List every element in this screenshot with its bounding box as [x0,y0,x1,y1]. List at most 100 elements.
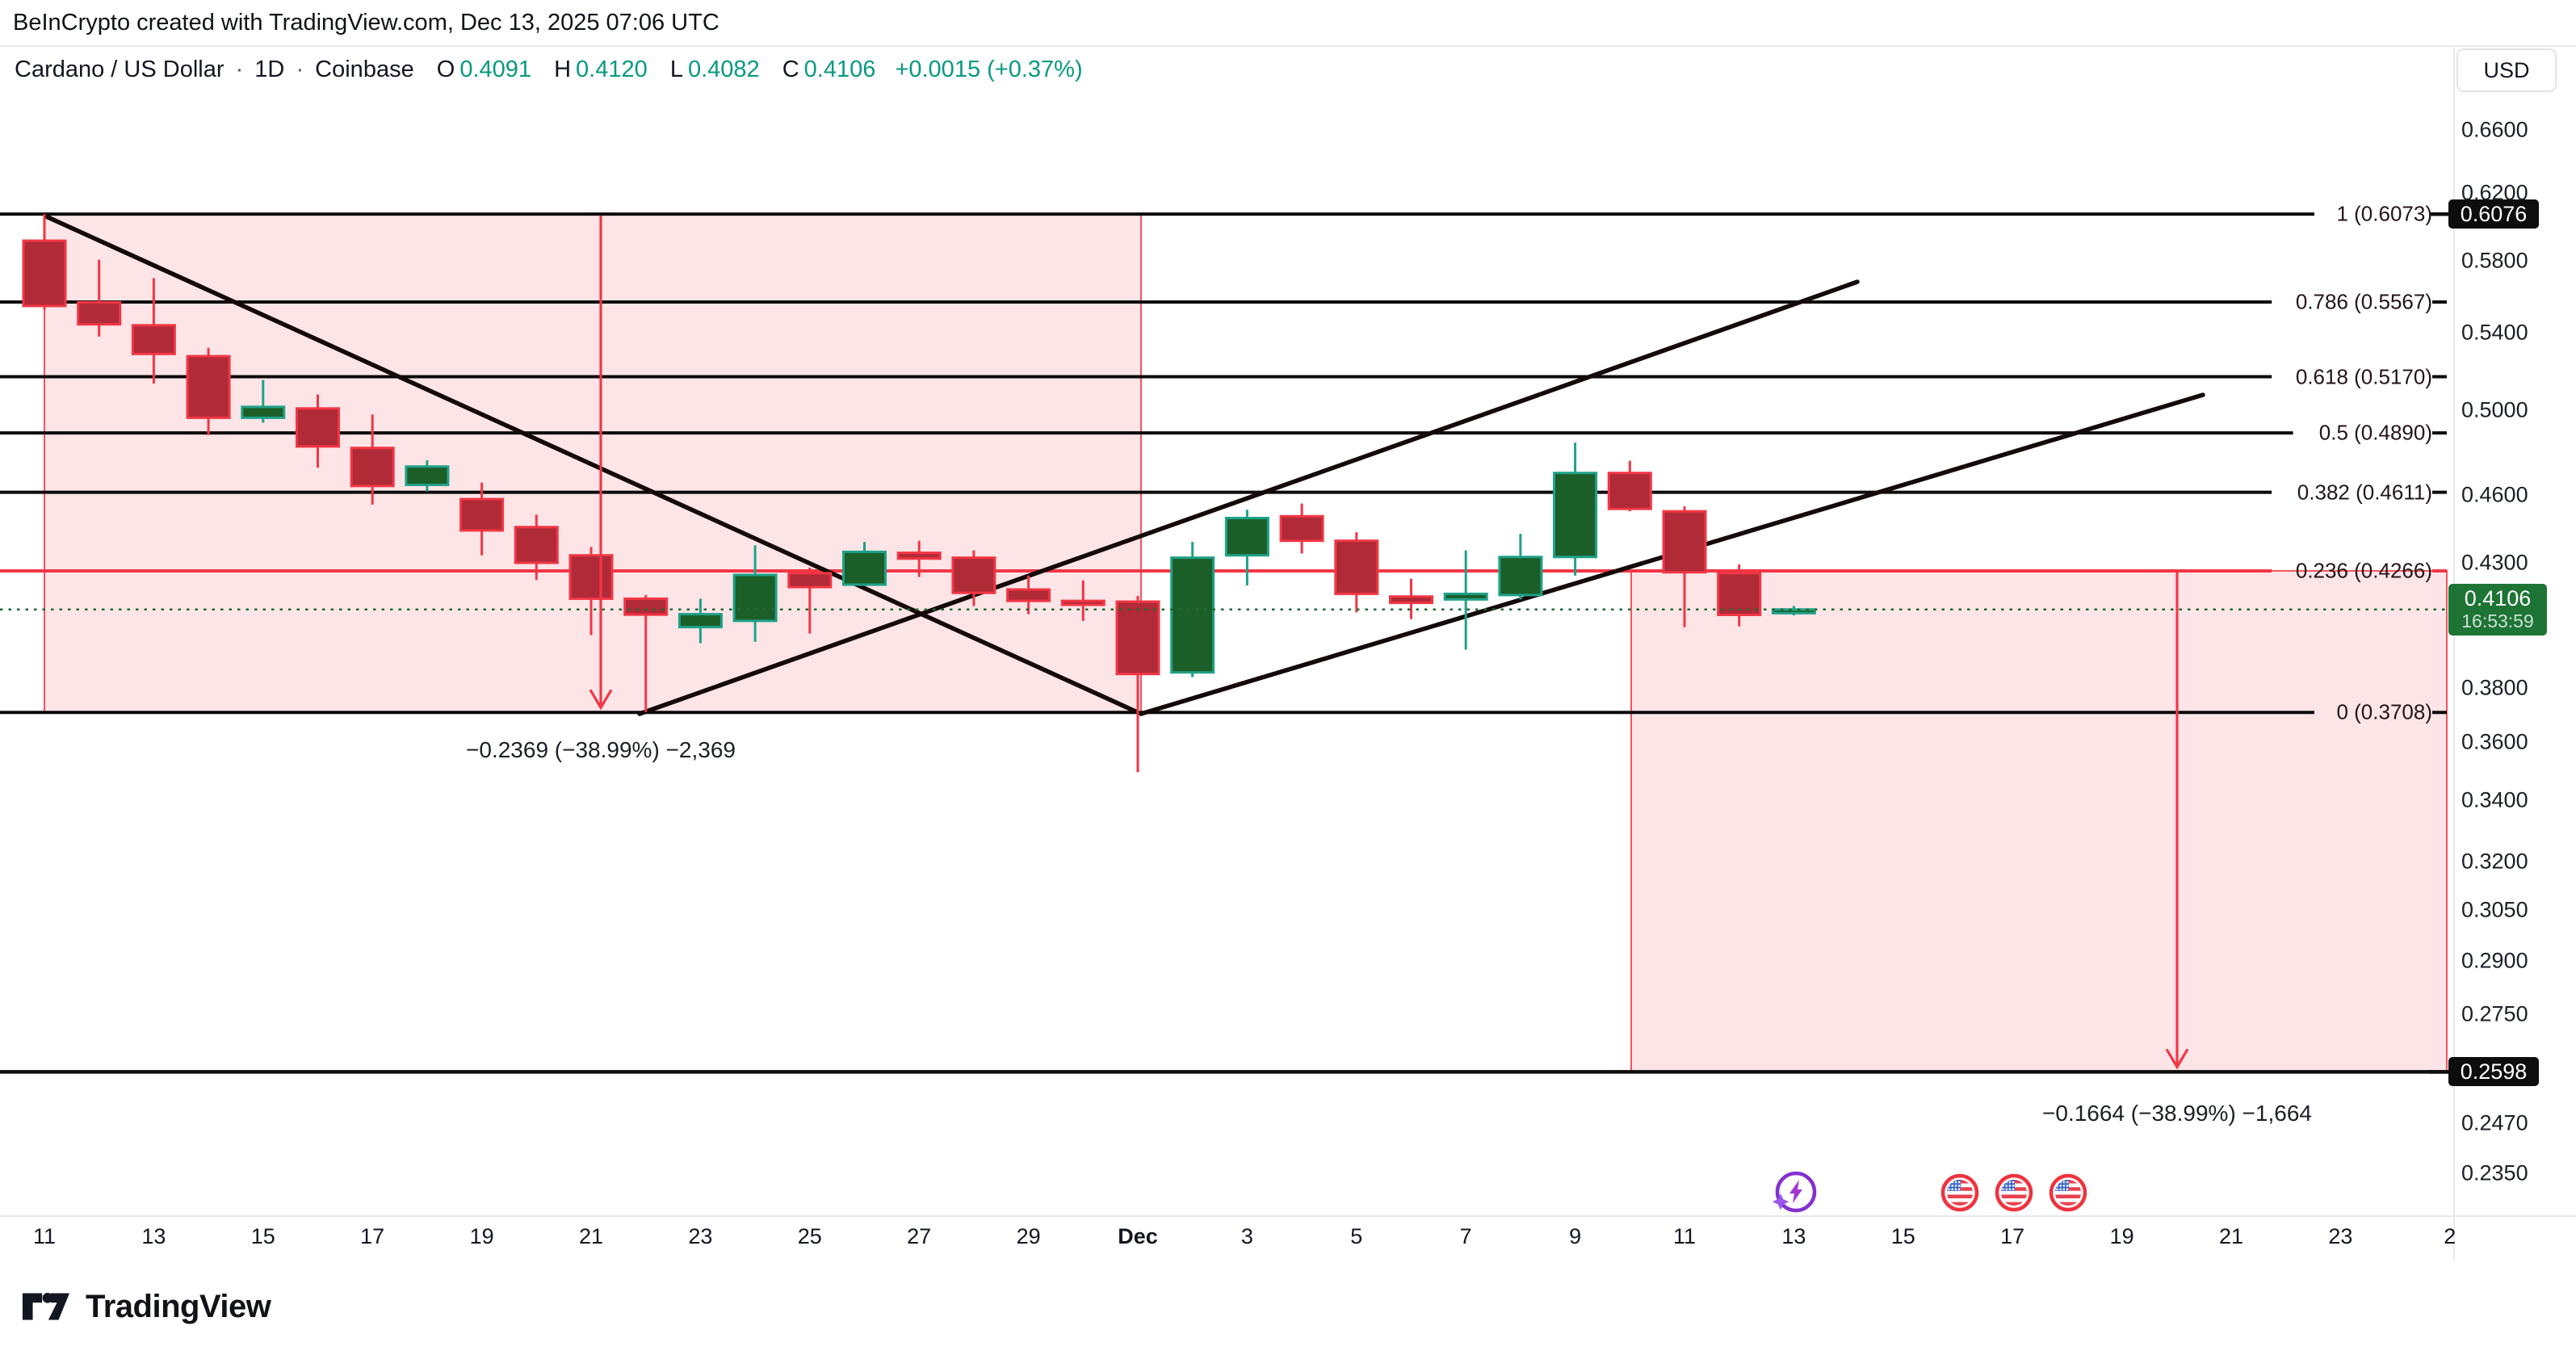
time-tick-label: 19 [2109,1224,2134,1248]
candle [350,414,395,505]
high-label: H [554,57,572,82]
candle [1334,532,1379,613]
symbol-title[interactable]: Cardano / US Dollar [15,57,224,82]
low-label: L [669,57,683,82]
time-tick-label: 27 [907,1224,932,1248]
candle [405,459,450,492]
fib-high-price-badge: 0.6076 [2448,199,2539,229]
descending-trendline[interactable] [44,214,1143,716]
open-value: 0.4091 [459,57,532,82]
time-tick-label: 25 [797,1224,822,1248]
time-tick-label: 5 [1350,1224,1363,1248]
candle [1389,578,1433,619]
flash-event-icon[interactable] [1772,1171,1817,1213]
price-tick-label: 0.2470 [2461,1110,2528,1135]
header-divider [0,45,2576,47]
change-value: +0.0015 (+0.37%) [895,57,1083,82]
time-tick-label: 7 [1459,1224,1472,1248]
symbol-legend[interactable]: Cardano / US Dollar · 1D · Coinbase O 0.4… [15,57,1088,83]
tradingview-logo-icon [22,1293,70,1320]
price-tick-label: 0.6600 [2461,117,2528,142]
candle [678,598,723,644]
candle [1498,534,1543,600]
low-value: 0.4082 [687,57,760,82]
price-tick-label: 0.3200 [2461,849,2528,874]
time-axis-divider [0,1215,2576,1217]
candle [1443,550,1488,650]
candle [131,278,176,384]
us-flag-event-icon[interactable] [1995,1173,2033,1212]
candle [186,347,231,435]
price-tick-label: 0.2750 [2461,1001,2528,1026]
time-tick-label: 11 [1672,1224,1697,1248]
candles-series [22,214,1816,773]
candle [241,380,286,423]
time-tick-label: 3 [1240,1224,1253,1248]
time-tick-label: 19 [469,1224,494,1248]
candle [787,567,833,634]
fib-retracement[interactable] [0,212,2447,715]
us-flag-event-icon[interactable] [2049,1173,2087,1212]
candle [951,550,996,606]
interval-label[interactable]: 1D [254,57,285,82]
price-range-region[interactable] [1630,569,2448,1073]
target-price-badge: 0.2598 [2448,1057,2539,1087]
tradingview-logo[interactable]: TradingView [21,1287,271,1326]
time-tick-label: 29 [1016,1224,1041,1248]
price-tick-label: 0.2350 [2461,1160,2528,1185]
price-range-arrow[interactable] [2165,572,2189,1070]
candle [568,547,614,636]
candle [842,542,887,586]
time-tick-label: 2 [2444,1224,2456,1248]
axis-tick-dash [2429,1070,2450,1074]
time-tick-label: 9 [1569,1224,1582,1248]
candle [1279,503,1324,554]
price-tick-label: 0.3400 [2461,787,2528,812]
candle [1224,510,1269,585]
time-tick-label: Dec [1118,1224,1158,1248]
axis-tick-dash [2429,212,2450,216]
candle [459,482,505,556]
price-tick-label: 0.2900 [2461,948,2528,973]
close-label: C [782,57,799,82]
currency-usd-button[interactable]: USD [2456,48,2557,92]
candle [514,514,559,581]
separator-dot: · [235,57,244,82]
candle [896,540,942,577]
bar-countdown: 16:53:59 [2461,610,2534,631]
time-tick-label: 23 [2328,1224,2353,1248]
exchange-label[interactable]: Coinbase [315,57,414,82]
candle [1170,542,1215,678]
candle [1662,506,1707,627]
price-tick-label: 0.3050 [2461,897,2528,922]
candle [623,594,669,712]
time-tick-label: 21 [578,1224,604,1248]
last-price-value: 0.4106 [2464,586,2532,611]
price-tick-label: 0.3600 [2461,729,2528,754]
time-tick-label: 13 [1781,1224,1806,1248]
candle [22,214,67,310]
price-tick-label: 0.4300 [2461,550,2528,575]
time-tick-label: 21 [2218,1224,2244,1248]
candle [1607,460,1652,512]
ascending-trendline-upper[interactable] [637,279,1860,716]
price-range-arrow[interactable] [589,216,613,711]
candle [1771,606,1816,616]
candle [77,259,122,337]
candle [1553,443,1598,576]
separator-dot: · [296,57,304,82]
candle [1060,580,1105,621]
candle [296,394,340,468]
candle [732,545,778,642]
close-value: 0.4106 [803,57,876,82]
price-tick-label: 0.3800 [2461,675,2528,700]
time-tick-label: 13 [141,1224,166,1248]
candle [1717,564,1762,627]
us-flag-event-icon[interactable] [1940,1173,1979,1212]
candle [1006,575,1051,615]
price-tick-label: 0.4600 [2461,482,2528,507]
last-price-badge: 0.4106 16:53:59 [2448,583,2547,636]
high-value: 0.4120 [576,57,648,82]
price-axis-divider [2453,45,2455,1261]
